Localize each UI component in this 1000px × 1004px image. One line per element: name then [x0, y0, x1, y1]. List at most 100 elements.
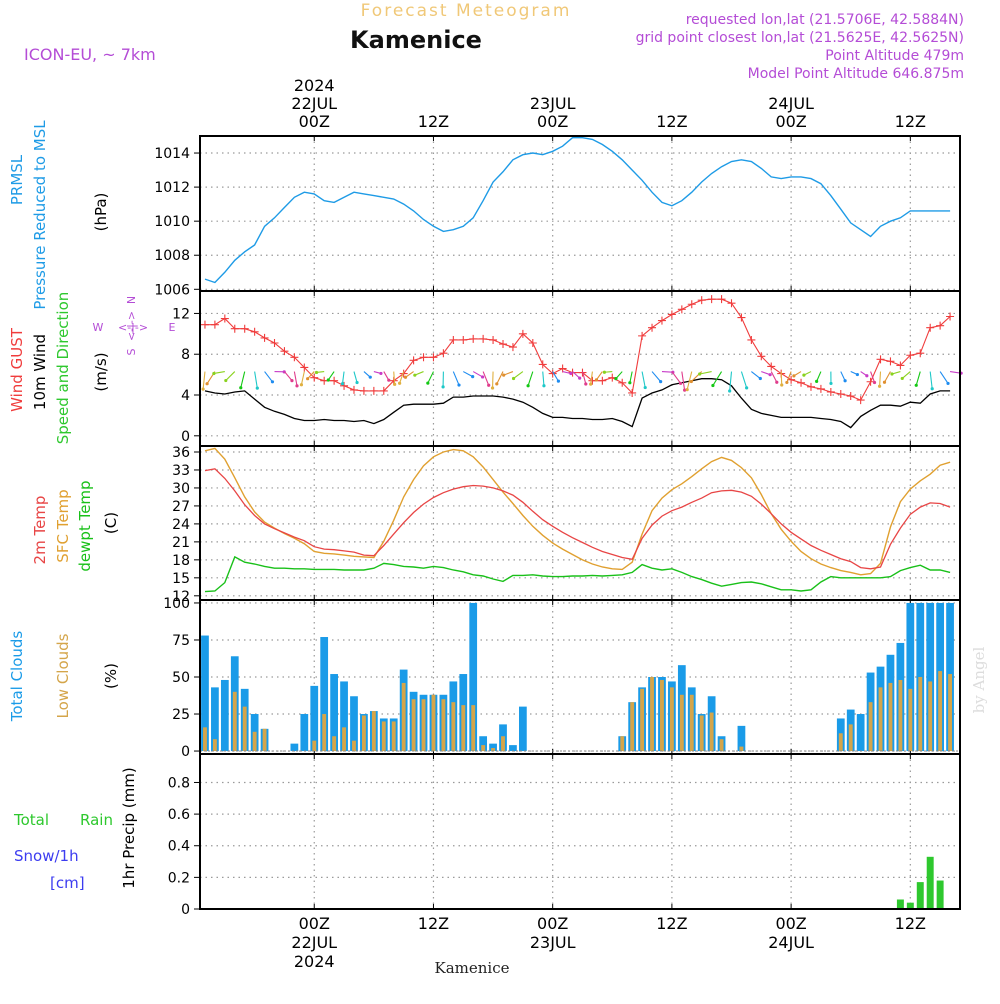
model-altitude: Model Point Altitude 646.875m	[748, 66, 964, 82]
gust-marker	[330, 377, 338, 385]
wind-dir-arrowhead	[759, 377, 762, 380]
low-cloud-bar	[332, 736, 336, 751]
low-cloud-bar	[382, 721, 386, 751]
temp-label-sfc: SFC Temp	[54, 489, 72, 562]
low-cloud-bar	[203, 727, 207, 751]
sfc-temp-line	[205, 448, 950, 574]
wind-dir-arrowhead	[603, 371, 606, 374]
total-cloud-bar	[221, 680, 229, 751]
wind-dir-arrowhead	[487, 384, 490, 387]
wind-dir-arrowhead	[393, 383, 396, 386]
low-cloud-bar	[422, 699, 426, 751]
bottom-tick-label: 00Z	[537, 914, 568, 933]
bottom-tick-label: 12Z	[418, 914, 449, 933]
y-tick-label: 0.6	[168, 807, 190, 823]
wind-dir-arrowhead	[686, 388, 689, 391]
y-tick-label: 0	[181, 902, 190, 918]
bottom-tick-label: 12Z	[656, 914, 687, 933]
wind-dir-arrowhead	[413, 374, 416, 377]
wind-dir-arrowhead	[844, 379, 847, 382]
bottom-tick-label: 00Z	[775, 914, 806, 933]
gust-marker	[926, 324, 934, 332]
wind-dir-arrow	[751, 372, 760, 379]
wind-dir-arrow	[528, 372, 533, 386]
gust-marker	[668, 310, 676, 318]
wind-dir-arrowhead	[883, 381, 886, 384]
gust-marker	[708, 295, 716, 303]
gust-marker	[797, 379, 805, 387]
wind-dir-arrowhead	[212, 372, 215, 375]
total-cloud-bar	[300, 714, 308, 751]
low-cloud-bar	[352, 741, 356, 751]
compass-s: S	[125, 348, 138, 355]
wind-dir-arrowhead	[457, 383, 460, 386]
wind-dir-arrowhead	[589, 382, 592, 385]
wind-dir-arrowhead	[239, 386, 242, 389]
gust-marker	[837, 390, 845, 398]
rain-bar	[937, 881, 944, 909]
gust-marker	[728, 299, 736, 307]
temp-label-dewpt: dewpt Temp	[76, 480, 94, 571]
top-tick-label: 00Z	[537, 112, 568, 131]
wind-dir-arrow	[940, 372, 948, 384]
top-date-label: 22JUL	[291, 94, 337, 113]
station-title: Kamenice	[350, 26, 482, 54]
gust-marker	[817, 385, 825, 393]
wind-dir-arrowhead	[780, 383, 783, 386]
wind-dir-arrowhead	[355, 381, 358, 384]
wind-dir-arrowhead	[569, 372, 572, 375]
gust-marker	[350, 386, 358, 394]
low-cloud-bar	[640, 689, 644, 751]
gust-marker	[241, 325, 249, 333]
pressure-unit: (hPa)	[92, 193, 110, 232]
low-cloud-bar	[501, 736, 505, 751]
y-tick-label: 0.4	[168, 839, 190, 855]
wind-dir-arrowhead	[901, 377, 904, 380]
gust-marker	[509, 343, 517, 351]
wind-dir-arrowhead	[387, 379, 390, 382]
y-tick-label: 1010	[154, 214, 190, 230]
wind-dir-arrow	[642, 372, 645, 388]
wind-dir-arrow	[682, 372, 685, 391]
bottom-year-label: 2024	[294, 952, 335, 971]
wind-dir-arrowhead	[785, 381, 788, 384]
pressure-label-1: PRMSL	[8, 154, 26, 205]
wind-dir-arrow	[930, 372, 932, 389]
rain-bar	[927, 857, 934, 909]
y-tick-label: 75	[172, 633, 190, 649]
wind-dir-arrow	[241, 372, 245, 388]
bottom-date-label: 24JUL	[768, 933, 814, 952]
top-tick-label: 00Z	[775, 112, 806, 131]
wind-dir-arrow	[652, 372, 661, 382]
precip-label-total: Total	[13, 811, 49, 829]
gust-line	[205, 299, 950, 400]
gust-marker	[429, 353, 437, 361]
wind-dir-arrow	[226, 372, 235, 381]
wind-dir-arrow	[514, 372, 523, 379]
compass-e: E	[169, 321, 176, 334]
wind-dir-arrowhead	[502, 374, 505, 377]
point-altitude: Point Altitude 479m	[825, 48, 964, 64]
wind-dir-arrow	[214, 372, 225, 374]
wind-dir-arrowhead	[802, 374, 805, 377]
precip-unit: 1hr Precip (mm)	[120, 767, 138, 888]
low-cloud-bar	[372, 711, 376, 751]
cloud-label-total: Total Clouds	[8, 631, 26, 723]
wind-dir-arrow	[497, 372, 503, 384]
low-cloud-bar	[660, 680, 664, 751]
wind-dir-arrowhead	[745, 386, 748, 389]
cloud-unit: (%)	[102, 663, 120, 689]
low-cloud-bar	[918, 677, 922, 751]
y-tick-label: 25	[172, 707, 190, 723]
gust-marker	[688, 300, 696, 308]
wind-dir-arrowhead	[557, 379, 560, 382]
y-tick-label: 30	[172, 481, 190, 497]
low-cloud-bar	[710, 713, 714, 752]
wind-dir-arrowhead	[527, 384, 530, 387]
wind-dir-arrow	[662, 372, 673, 373]
wind-dir-arrowhead	[856, 373, 859, 376]
wind-dir-arrowhead	[398, 382, 401, 385]
precip-label-snow: Snow/1h	[14, 847, 79, 865]
low-cloud-bar	[432, 695, 436, 751]
